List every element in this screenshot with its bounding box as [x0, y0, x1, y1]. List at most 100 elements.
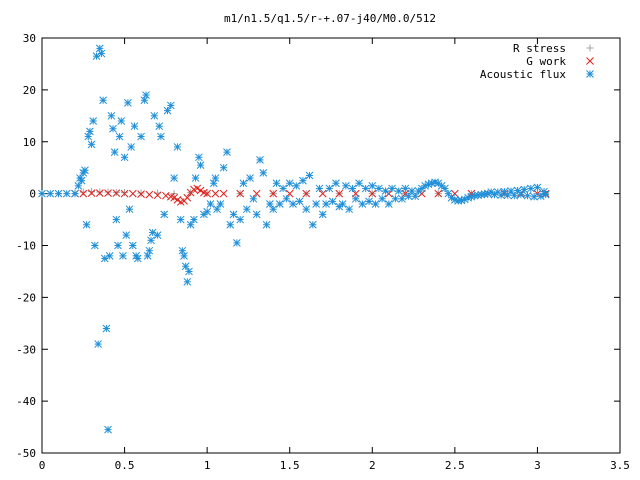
data-point: [371, 200, 380, 208]
data-point: [157, 132, 165, 141]
data-point: [110, 148, 119, 156]
y-tick-label: 0: [29, 188, 36, 201]
data-point: [153, 231, 162, 239]
chart-title: m1/n1.5/q1.5/r-+.07-j40/M0.0/512: [224, 12, 436, 25]
data-point: [368, 181, 377, 190]
y-tick-label: 10: [23, 136, 36, 149]
data-point: [398, 194, 406, 203]
data-point: [269, 205, 278, 214]
data-point: [223, 148, 231, 156]
data-point: [292, 181, 301, 190]
data-point: [285, 179, 294, 188]
data-point: [114, 241, 122, 250]
data-point: [318, 210, 327, 219]
data-point: [322, 200, 330, 208]
data-point: [145, 246, 154, 255]
data-point: [122, 231, 131, 239]
data-point: [335, 189, 344, 198]
data-point: [530, 192, 538, 201]
axes: 0 0.5 1 1.5 2 2.5 3 3.5 30 20 10 0 -10 -20 -30 -40 -50: [16, 32, 630, 472]
data-point: [236, 189, 245, 198]
data-point: [289, 200, 297, 208]
data-point: [180, 252, 188, 260]
data-point: [219, 189, 228, 198]
data-point: [211, 189, 220, 198]
data-point: [332, 179, 340, 188]
data-point: [62, 189, 71, 198]
data-point: [119, 252, 127, 260]
legend-label: G work: [526, 55, 566, 68]
data-point: [345, 205, 354, 214]
data-point: [206, 200, 215, 208]
data-point: [404, 192, 413, 201]
data-point: [120, 153, 129, 162]
data-point: [517, 190, 525, 199]
data-point: [178, 246, 187, 255]
data-point: [259, 169, 268, 177]
data-point: [523, 191, 532, 200]
data-point: [82, 220, 91, 229]
data-point: [355, 179, 363, 188]
data-point: [219, 163, 228, 172]
x-tick-label: 3.5: [610, 459, 630, 472]
data-point: [145, 190, 154, 199]
data-point: [342, 181, 350, 190]
data-point: [79, 189, 88, 198]
x-tick-label: 0.5: [115, 459, 135, 472]
data-point: [302, 189, 311, 198]
data-point: [203, 207, 211, 216]
data-marks: [38, 44, 550, 434]
data-point: [305, 171, 314, 180]
legend-marker: [586, 57, 594, 65]
data-point: [526, 184, 535, 193]
data-point: [196, 161, 205, 169]
data-point: [183, 193, 192, 202]
data-point: [193, 184, 202, 193]
y-tick-label: -10: [16, 240, 36, 253]
data-point: [325, 184, 334, 193]
data-point: [302, 205, 311, 214]
data-point: [150, 111, 159, 120]
y-tick-label: -20: [16, 291, 36, 304]
data-point: [170, 193, 178, 202]
data-point: [365, 197, 373, 206]
data-point: [176, 215, 185, 224]
data-point: [226, 220, 235, 229]
data-point: [130, 122, 139, 131]
data-point: [262, 220, 271, 229]
data-point: [536, 192, 545, 201]
data-point: [170, 174, 178, 182]
data-point: [269, 189, 278, 198]
data-point: [211, 174, 220, 182]
data-point: [285, 189, 294, 198]
data-point: [117, 117, 126, 125]
data-point: [90, 241, 99, 250]
data-point: [233, 239, 241, 247]
data-point: [451, 189, 459, 198]
data-point: [79, 188, 87, 196]
data-point: [54, 189, 63, 198]
data-point: [173, 195, 182, 204]
data-point: [272, 179, 281, 188]
data-point: [434, 189, 443, 198]
data-point: [381, 187, 390, 195]
data-point: [209, 179, 218, 188]
data-point: [77, 176, 86, 185]
data-point: [282, 194, 291, 203]
data-point: [444, 189, 453, 198]
data-point: [87, 189, 96, 197]
data-point: [173, 143, 182, 151]
data-point: [279, 184, 287, 193]
data-point: [120, 189, 129, 198]
data-point: [510, 191, 519, 200]
data-point: [183, 277, 192, 286]
x-tick-label: 2.5: [445, 459, 465, 472]
data-point: [137, 190, 145, 198]
y-tick-label: -30: [16, 343, 36, 356]
data-point: [315, 184, 324, 193]
series-acoustic-flux: [38, 44, 550, 434]
data-point: [541, 190, 550, 199]
x-tick-label: 3: [534, 459, 541, 472]
